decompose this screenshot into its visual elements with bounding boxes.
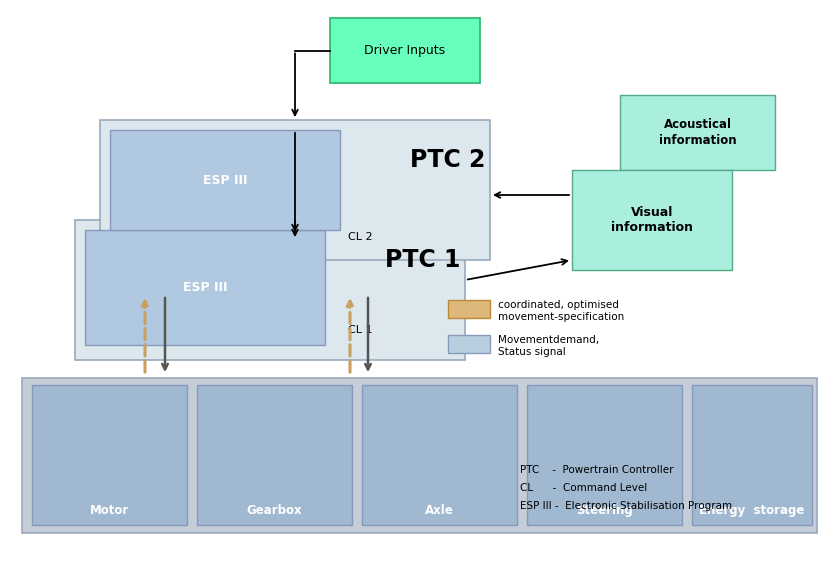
Text: PTC    -  Powertrain Controller: PTC - Powertrain Controller: [520, 465, 674, 475]
Text: ESP III: ESP III: [183, 281, 227, 294]
Text: PTC 2: PTC 2: [409, 148, 485, 172]
Text: Steering: Steering: [576, 504, 633, 517]
Text: Axle: Axle: [425, 504, 454, 517]
Bar: [362, 385, 517, 525]
Text: Motor: Motor: [90, 504, 129, 517]
Text: Movementdemand,
Status signal: Movementdemand, Status signal: [498, 335, 599, 357]
Text: CL 2: CL 2: [348, 232, 373, 242]
Text: coordinated, optimised
movement-specification: coordinated, optimised movement-specific…: [498, 300, 624, 322]
Bar: [620, 95, 775, 170]
Bar: [572, 170, 732, 270]
Bar: [197, 385, 352, 525]
Bar: [100, 120, 490, 260]
Bar: [448, 335, 490, 353]
Text: CL 1: CL 1: [348, 325, 373, 335]
Bar: [527, 385, 682, 525]
Bar: [330, 18, 480, 83]
Text: Visual
information: Visual information: [611, 206, 693, 234]
Text: PTC 1: PTC 1: [384, 248, 460, 272]
Text: Driver Inputs: Driver Inputs: [364, 44, 446, 57]
Text: Gearbox: Gearbox: [247, 504, 302, 517]
Text: Acoustical
information: Acoustical information: [659, 118, 737, 146]
Bar: [110, 130, 340, 230]
Text: ESP III: ESP III: [203, 174, 248, 187]
Text: ESP III -  Electronic Stabilisation Program: ESP III - Electronic Stabilisation Progr…: [520, 501, 732, 511]
Text: CL      -  Command Level: CL - Command Level: [520, 483, 647, 493]
Bar: [448, 300, 490, 318]
Text: Energy  storage: Energy storage: [700, 504, 805, 517]
Bar: [32, 385, 187, 525]
Bar: [22, 378, 817, 533]
Bar: [692, 385, 812, 525]
Bar: [75, 220, 465, 360]
Bar: [85, 230, 325, 345]
